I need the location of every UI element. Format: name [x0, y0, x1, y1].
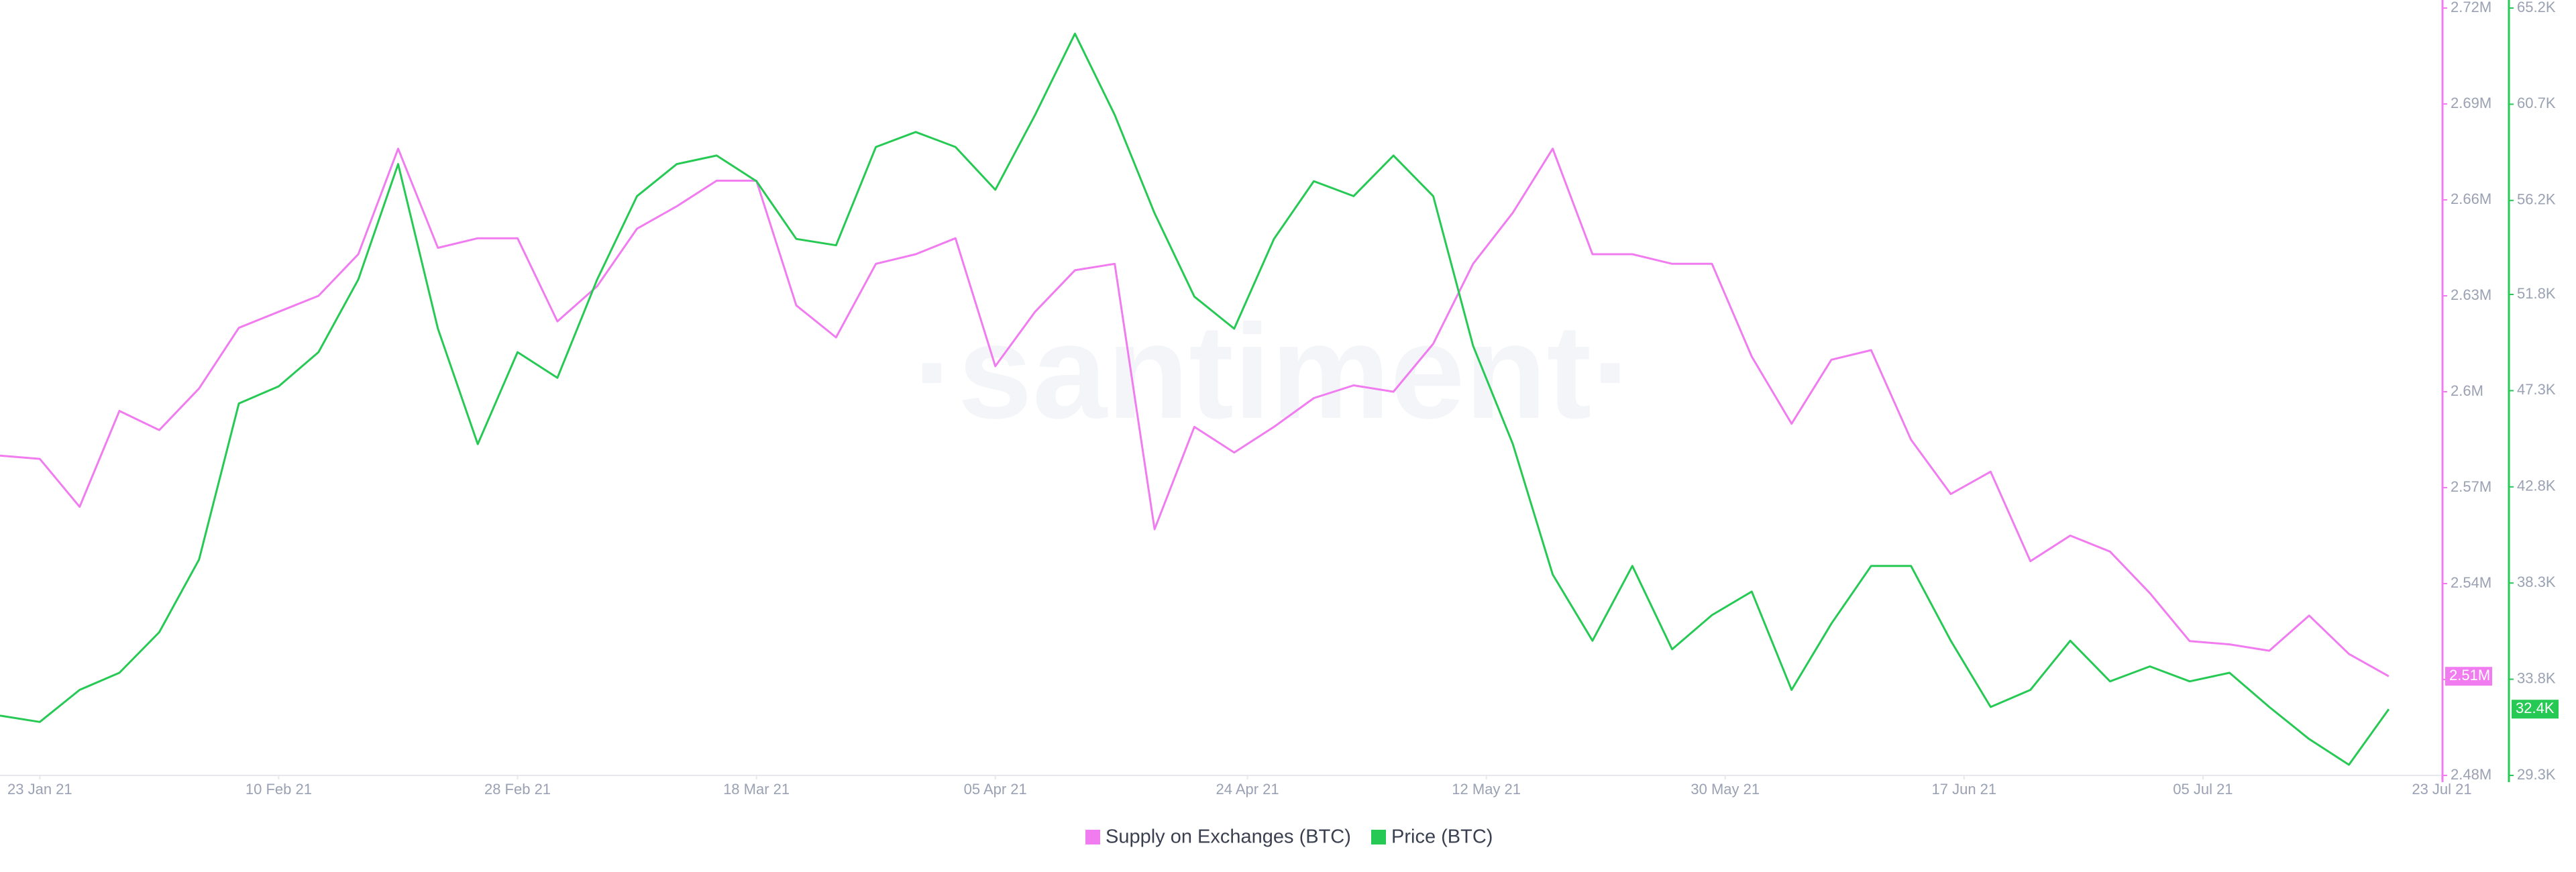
y2-tick-label: 60.7K — [2517, 95, 2556, 111]
y-tick-label: 2.48M — [2451, 766, 2491, 783]
last-value-badge — [2512, 700, 2559, 719]
y2-tick-label: 51.8K — [2517, 285, 2556, 302]
x-tick-label: 05 Apr 21 — [964, 781, 1027, 798]
y-tick-label: 2.72M — [2451, 0, 2491, 15]
x-tick-label: 18 Mar 21 — [723, 781, 790, 798]
x-tick-label: 05 Jul 21 — [2173, 781, 2233, 798]
x-tick-label: 12 May 21 — [1452, 781, 1521, 798]
y2-tick-label: 65.2K — [2517, 0, 2556, 15]
y2-tick-label: 29.3K — [2517, 766, 2556, 783]
legend-label: Supply on Exchanges (BTC) — [1106, 826, 1351, 848]
y-tick-label: 2.54M — [2451, 574, 2491, 591]
y-tick-label: 2.57M — [2451, 478, 2491, 495]
legend-item[interactable]: Price (BTC) — [1371, 826, 1493, 848]
legend-swatch — [1085, 830, 1100, 844]
x-tick-label: 17 Jun 21 — [1932, 781, 1997, 798]
y-tick-label: 2.63M — [2451, 286, 2491, 303]
y2-tick-label: 42.8K — [2517, 478, 2556, 494]
y-tick-label: 2.66M — [2451, 190, 2491, 207]
x-tick-label: 23 Jul 21 — [2412, 781, 2471, 798]
legend-label: Price (BTC) — [1391, 826, 1493, 848]
x-tick-label: 24 Apr 21 — [1216, 781, 1279, 798]
series-line — [0, 32, 2390, 766]
y2-tick-label: 56.2K — [2517, 191, 2556, 208]
last-value-label: 32.4K — [2516, 700, 2555, 716]
x-tick-label: 23 Jan 21 — [7, 781, 72, 798]
x-tick-label: 28 Feb 21 — [484, 781, 551, 798]
last-value-badge — [2445, 667, 2492, 686]
y2-tick-label: 33.8K — [2517, 669, 2556, 686]
x-tick-label: 10 Feb 21 — [246, 781, 312, 798]
y-tick-label: 2.6M — [2451, 382, 2483, 399]
y2-tick-label: 47.3K — [2517, 381, 2556, 398]
legend-item[interactable]: Supply on Exchanges (BTC) — [1085, 826, 1351, 848]
watermark: ·santiment· — [913, 297, 1636, 447]
legend-swatch — [1371, 830, 1386, 844]
x-tick-label: 30 May 21 — [1690, 781, 1760, 798]
last-value-label: 2.51M — [2449, 667, 2490, 684]
y2-tick-label: 38.3K — [2517, 574, 2556, 590]
y-tick-label: 2.69M — [2451, 95, 2491, 111]
series-line — [0, 148, 2390, 677]
